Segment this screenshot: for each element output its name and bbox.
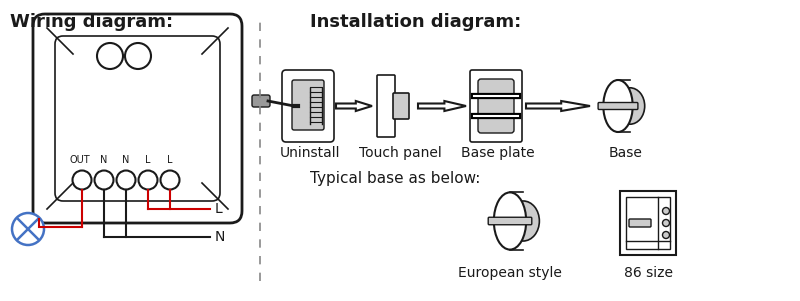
FancyBboxPatch shape [252, 95, 270, 107]
Text: Typical base as below:: Typical base as below: [310, 171, 480, 186]
Circle shape [662, 231, 670, 238]
Circle shape [161, 170, 179, 190]
Ellipse shape [603, 80, 633, 132]
Bar [620, 191, 676, 255]
Text: Uninstall: Uninstall [280, 146, 340, 160]
FancyBboxPatch shape [393, 93, 409, 119]
Circle shape [117, 170, 135, 190]
Circle shape [97, 43, 123, 69]
FancyBboxPatch shape [282, 70, 334, 142]
Text: 86 size: 86 size [623, 266, 673, 280]
Text: Base: Base [609, 146, 643, 160]
Polygon shape [526, 101, 590, 111]
FancyBboxPatch shape [292, 80, 324, 130]
FancyBboxPatch shape [629, 219, 651, 227]
FancyBboxPatch shape [597, 80, 609, 132]
Text: N: N [122, 155, 130, 165]
FancyBboxPatch shape [33, 14, 242, 223]
Circle shape [94, 170, 114, 190]
Text: Touch panel: Touch panel [358, 146, 442, 160]
Bar [626, 197, 670, 249]
Text: N: N [215, 230, 226, 244]
Text: N: N [100, 155, 108, 165]
Circle shape [12, 213, 44, 245]
FancyBboxPatch shape [377, 75, 395, 137]
Ellipse shape [507, 201, 539, 241]
Text: European style: European style [458, 266, 562, 280]
Circle shape [138, 170, 158, 190]
Circle shape [125, 43, 151, 69]
Circle shape [662, 207, 670, 215]
Ellipse shape [615, 88, 645, 124]
Circle shape [73, 170, 91, 190]
Polygon shape [418, 101, 466, 111]
FancyBboxPatch shape [487, 192, 500, 250]
Text: L: L [167, 155, 173, 165]
Text: Base plate: Base plate [461, 146, 535, 160]
Polygon shape [336, 101, 372, 111]
Ellipse shape [494, 192, 526, 250]
Text: Installation diagram:: Installation diagram: [310, 13, 522, 31]
FancyBboxPatch shape [598, 103, 638, 110]
Text: L: L [215, 202, 222, 216]
FancyBboxPatch shape [470, 70, 522, 142]
FancyBboxPatch shape [488, 217, 532, 225]
Text: Wiring diagram:: Wiring diagram: [10, 13, 173, 31]
Text: L: L [146, 155, 150, 165]
FancyBboxPatch shape [478, 79, 514, 133]
FancyBboxPatch shape [55, 36, 220, 201]
Circle shape [662, 219, 670, 226]
Text: OUT: OUT [70, 155, 90, 165]
